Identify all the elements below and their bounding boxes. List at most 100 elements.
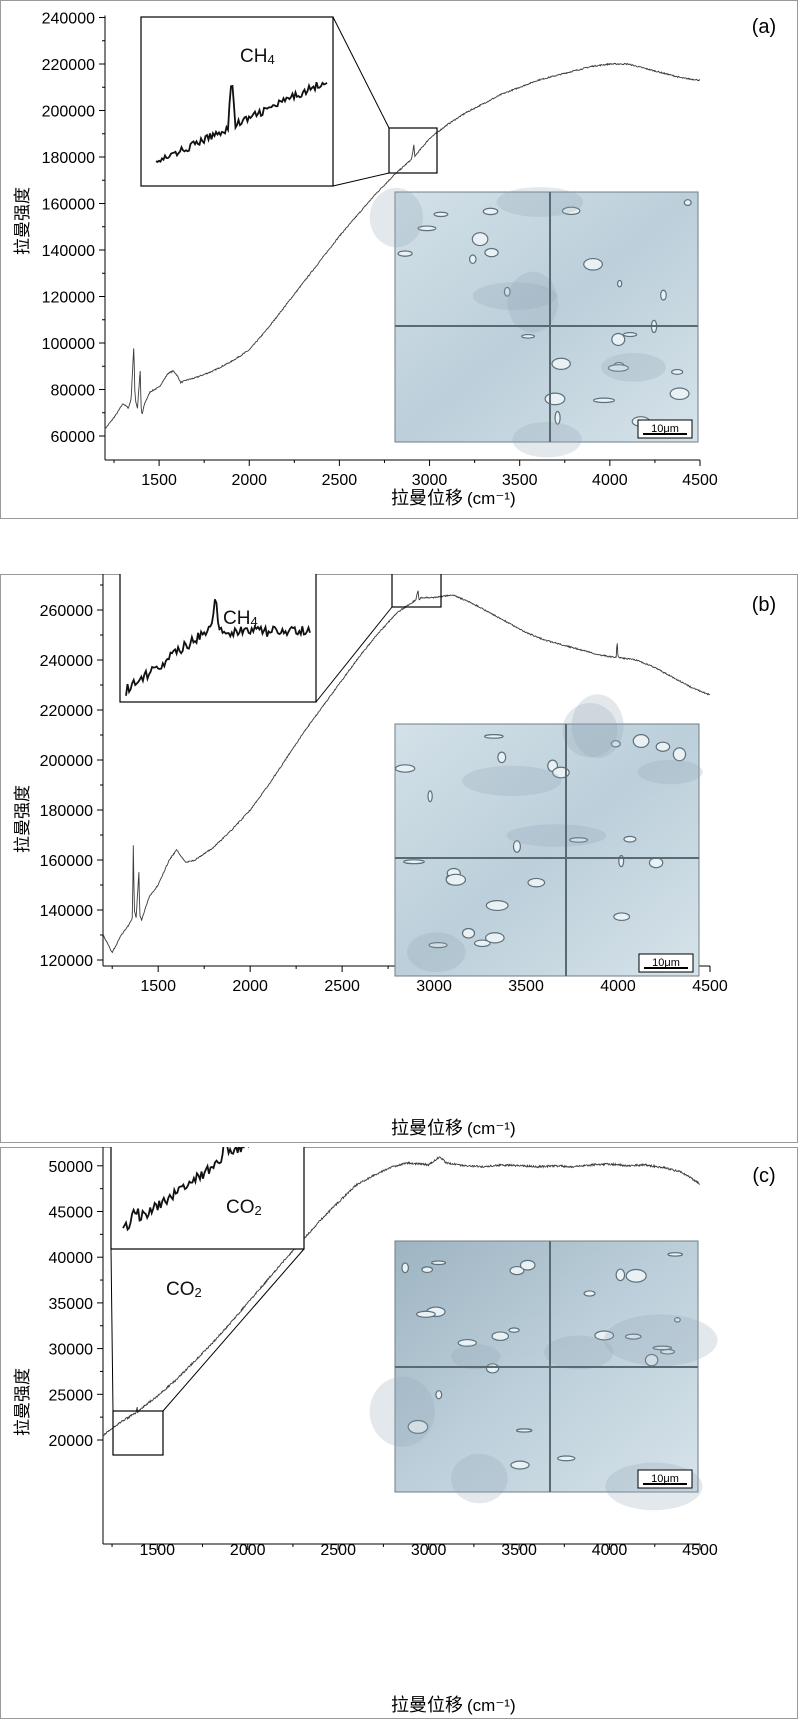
fluid-inclusion <box>544 392 566 406</box>
y-tick-label: 240000 <box>42 11 95 28</box>
fluid-inclusion <box>417 225 437 232</box>
fluid-inclusion <box>491 1331 510 1342</box>
chart-panel-c: (c) 拉曼强度 拉曼位移 (cm⁻¹) 20000 25000 30000 3500… <box>13 1147 776 1715</box>
fluid-inclusion <box>461 927 476 939</box>
x-tick-label: 3000 <box>416 978 452 995</box>
fluid-inclusion <box>508 1327 520 1333</box>
x-axis-unit-a: (cm⁻¹) <box>467 489 516 508</box>
zoom-connector <box>162 1248 305 1412</box>
zoom-connector <box>315 606 393 703</box>
zoom-region-box <box>391 574 442 608</box>
fluid-inclusion <box>683 199 692 207</box>
micrograph-shade <box>369 187 423 248</box>
y-tick-label: 160000 <box>40 853 93 870</box>
fluid-inclusion <box>673 1317 681 1323</box>
x-axis-label-c: 拉曼位移 <box>391 1695 463 1715</box>
y-tick-label: 30000 <box>49 1342 94 1359</box>
x-tick-label: 4500 <box>692 978 728 995</box>
spectrum-line <box>102 1156 701 1437</box>
y-tick-label: 20000 <box>49 1433 94 1450</box>
y-axis-label-a: 拉曼强度 <box>13 187 32 255</box>
fluid-inclusion <box>648 857 664 869</box>
y-axis-label-b: 拉曼强度 <box>13 785 32 853</box>
y-tick-label: 50000 <box>49 1159 94 1176</box>
fluid-inclusion <box>554 410 561 425</box>
panel-label-a: (a) <box>752 16 776 38</box>
inset-box <box>140 16 334 187</box>
panel-label-c: (c) <box>752 1165 775 1187</box>
x-tick-label: 4000 <box>592 1542 628 1559</box>
fluid-inclusion <box>482 207 499 216</box>
fluid-inclusion <box>515 1428 533 1433</box>
y-tick-label: 200000 <box>40 753 93 770</box>
micrograph-shade <box>637 759 703 785</box>
inset-spectrum-line <box>122 1147 249 1232</box>
y-tick-label: 45000 <box>49 1205 94 1222</box>
chart-panel-b: (b) 拉曼强度 拉曼位移 (cm⁻¹) 120000 140000 160000 1… <box>13 574 776 1138</box>
fluid-inclusion <box>613 912 631 922</box>
fluid-inclusion <box>401 1262 409 1274</box>
zoom-region-box <box>112 1410 164 1456</box>
inset-peak-label-main: CO <box>226 1197 255 1218</box>
x-tick-label: 1500 <box>141 472 177 489</box>
fluid-inclusion <box>509 1265 525 1276</box>
x-tick-label: 4500 <box>682 1542 718 1559</box>
fluid-inclusion <box>610 740 621 748</box>
x-tick-label: 3500 <box>502 472 538 489</box>
x-tick-label: 4000 <box>592 472 628 489</box>
micrograph-shade <box>512 421 582 458</box>
y-tick-label: 180000 <box>42 150 95 167</box>
fluid-inclusion <box>669 387 690 401</box>
x-axis-label-a: 拉曼位移 <box>391 488 463 508</box>
fluid-inclusion <box>407 1419 429 1434</box>
y-tick-label: 60000 <box>51 429 96 446</box>
fluid-inclusion <box>611 332 626 347</box>
x-tick-label: 1500 <box>140 978 176 995</box>
fluid-inclusion <box>644 1353 659 1367</box>
inset-spectrum-line <box>155 81 328 163</box>
fluid-inclusion <box>583 1290 596 1297</box>
zoom-connector <box>110 1248 114 1412</box>
y-tick-label: 240000 <box>40 653 93 670</box>
fluid-inclusion <box>625 1268 647 1283</box>
fluid-inclusion <box>655 741 671 752</box>
inset-peak-label-main: CH <box>240 46 267 67</box>
scale-bar-label: 10μm <box>651 423 679 435</box>
fluid-inclusion <box>427 790 433 803</box>
x-axis-label-b: 拉曼位移 <box>391 1118 463 1138</box>
inset-box <box>110 1147 305 1250</box>
fluid-inclusion <box>616 279 623 288</box>
fluid-inclusion <box>594 1330 615 1341</box>
fluid-inclusion <box>403 859 425 865</box>
zoom-region-box <box>388 127 438 174</box>
x-axis-unit-c: (cm⁻¹) <box>467 1696 516 1715</box>
fluid-inclusion <box>615 1268 626 1282</box>
spectrum-line <box>102 590 710 954</box>
fluid-inclusion <box>660 289 667 301</box>
y-tick-label: 260000 <box>40 603 93 620</box>
fluid-inclusion <box>623 835 637 843</box>
x-tick-label: 3500 <box>501 1542 537 1559</box>
fluid-inclusion <box>415 1310 436 1318</box>
micrograph-shade <box>544 1335 614 1370</box>
x-tick-label: 3500 <box>508 978 544 995</box>
fluid-inclusion <box>512 840 521 853</box>
zoom-connector <box>332 16 390 129</box>
inset-peak-label: CH4 <box>223 608 258 629</box>
y-tick-label: 100000 <box>42 336 95 353</box>
fluid-inclusion <box>394 764 416 773</box>
micrograph <box>394 723 700 977</box>
fluid-inclusion <box>652 1345 673 1351</box>
zoom-connector <box>332 172 390 187</box>
micrograph-shade <box>571 694 624 759</box>
micrograph-shade <box>451 1453 508 1504</box>
x-tick-label: 2500 <box>322 472 358 489</box>
micrograph-shade <box>369 1376 435 1447</box>
fluid-inclusion <box>421 1266 434 1274</box>
fluid-inclusion <box>484 247 499 258</box>
inset-peak-label: CH4 <box>240 46 275 67</box>
fluid-inclusion <box>397 250 413 257</box>
fluid-inclusion <box>435 1390 443 1400</box>
fluid-inclusion <box>473 939 491 948</box>
fluid-inclusion <box>583 257 603 271</box>
